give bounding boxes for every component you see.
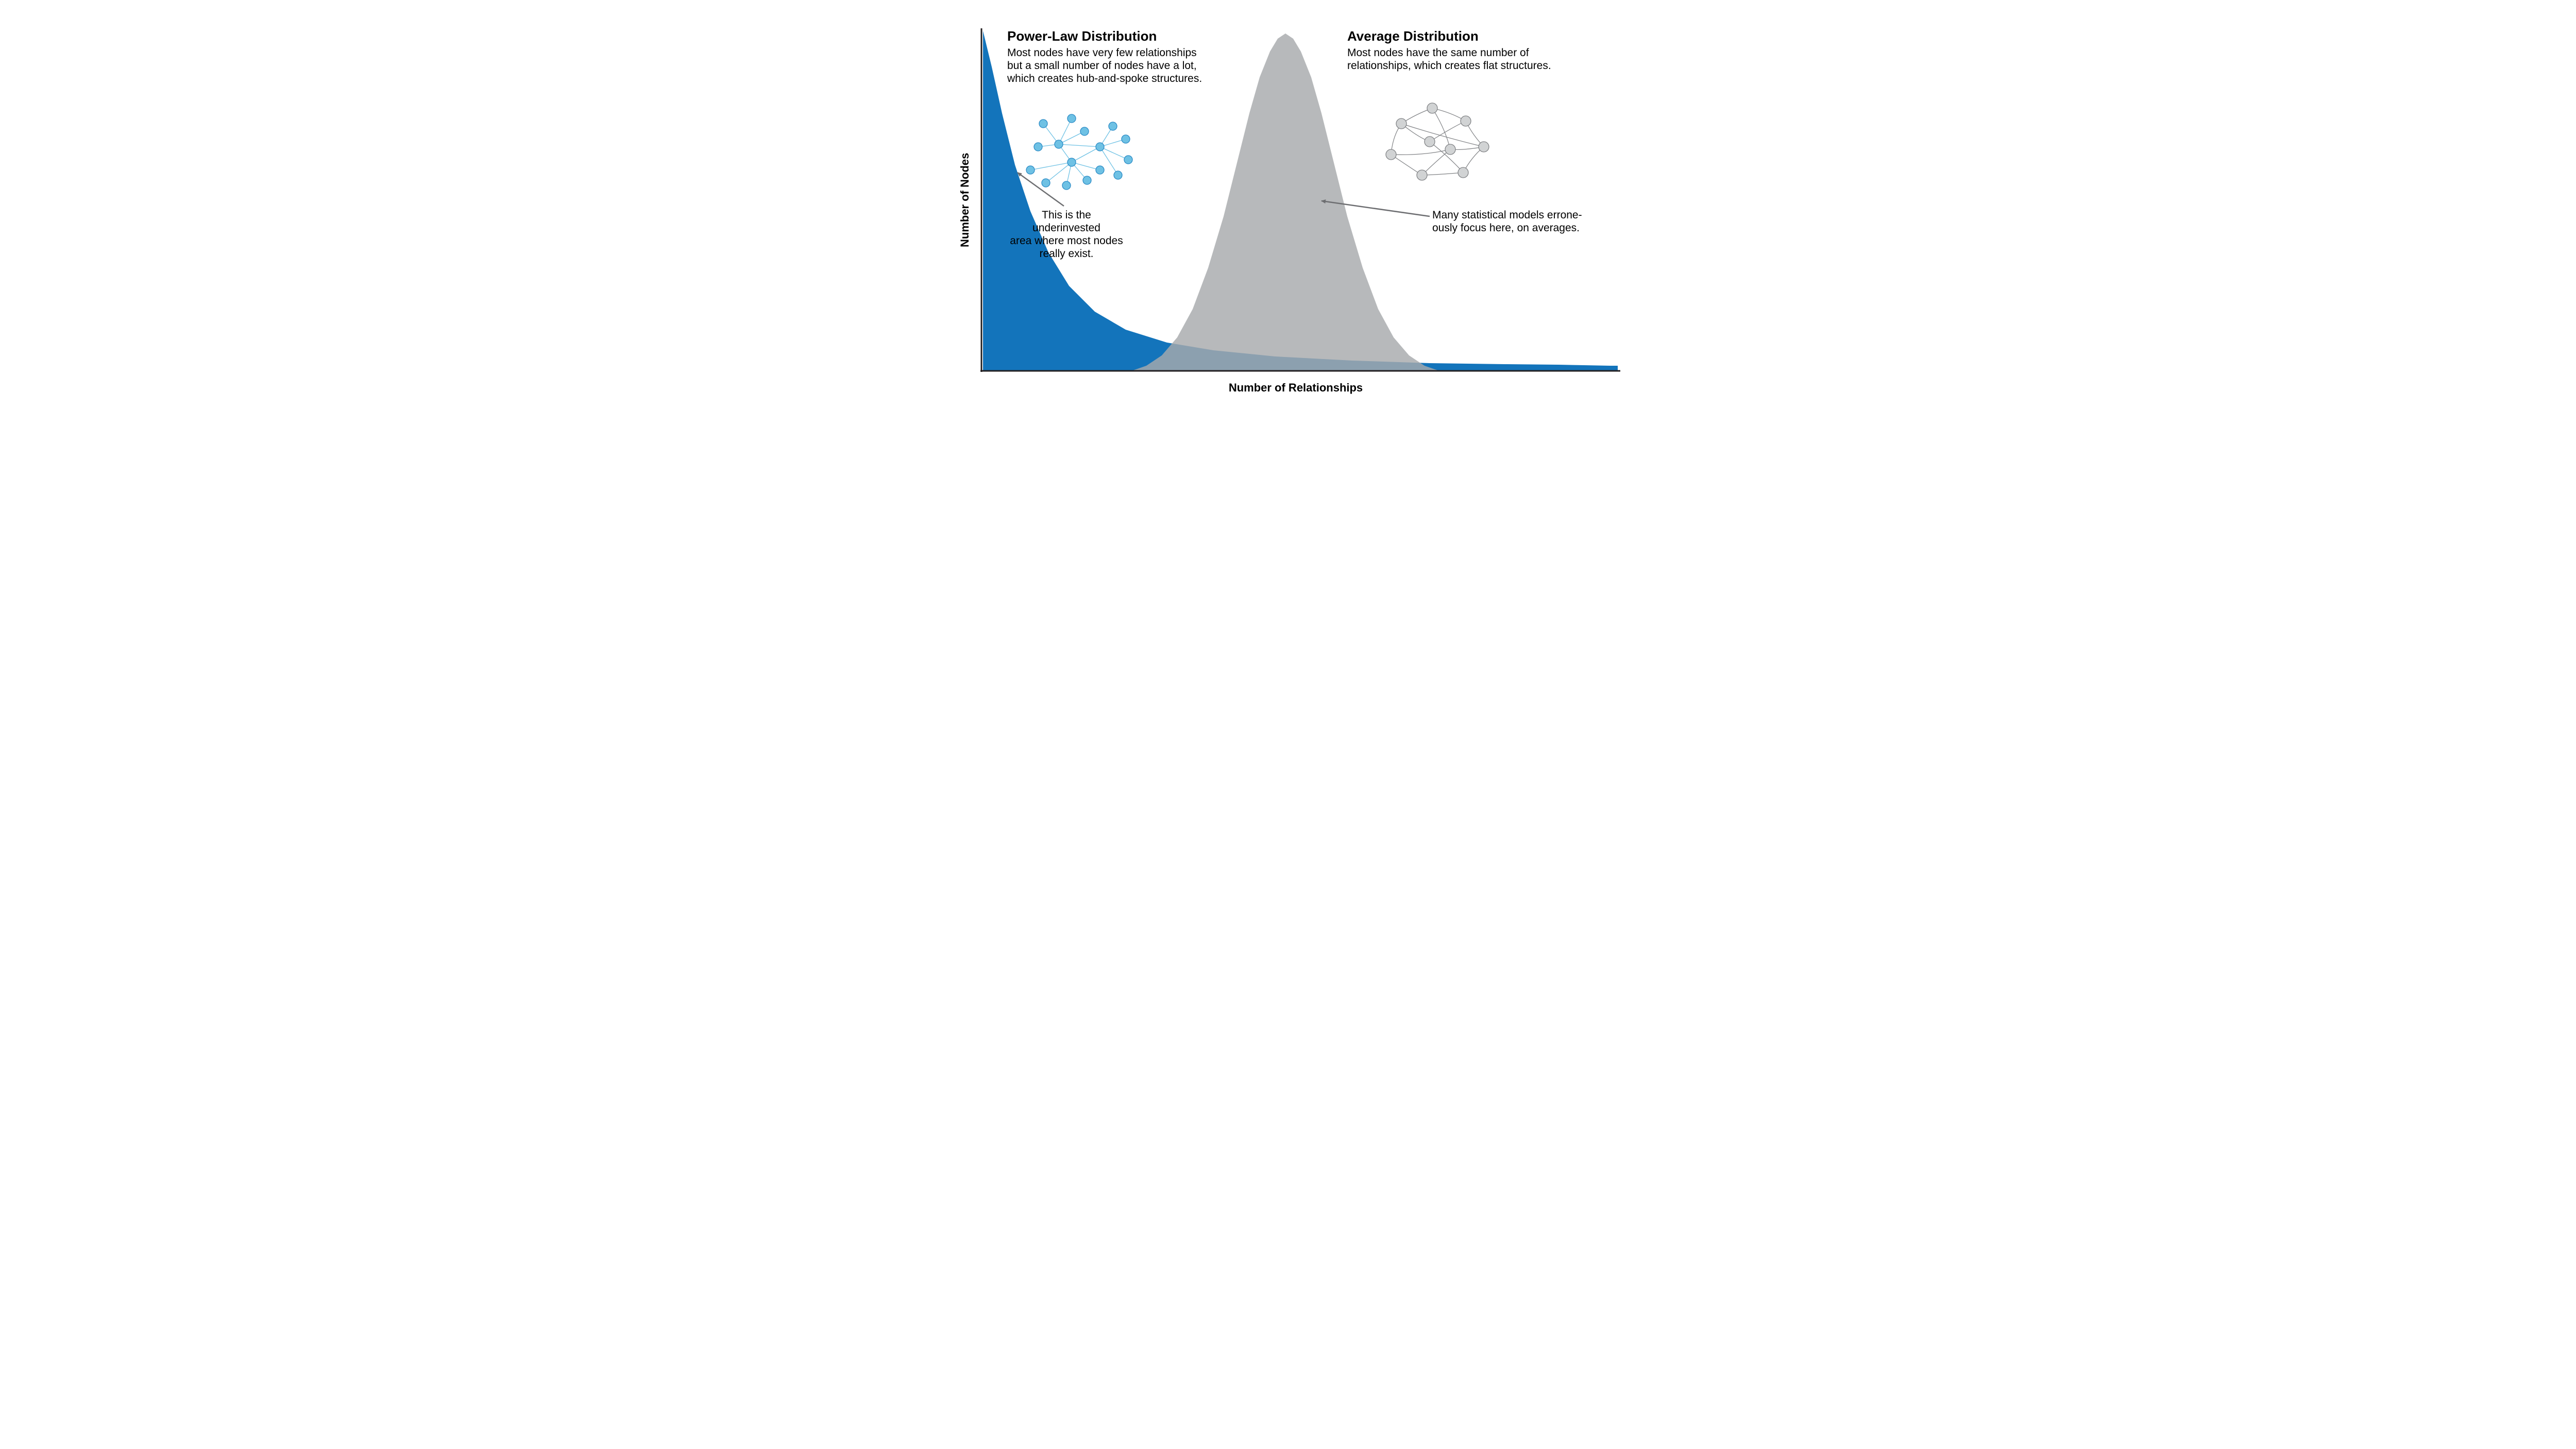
- y-axis-label: Number of Nodes: [958, 153, 972, 247]
- annotation-averages: Many statistical models errone-ously foc…: [1432, 209, 1587, 234]
- hub-spoke-network-icon: [1026, 114, 1132, 190]
- chart-stage: Number of Nodes Number of Relationships …: [914, 0, 1662, 422]
- annotation-underinvested: This is the underinvestedarea where most…: [1007, 209, 1126, 260]
- flat-network-icon: [1386, 103, 1489, 180]
- average-desc: Most nodes have the same number of relat…: [1347, 46, 1569, 72]
- x-axis-label: Number of Relationships: [1193, 381, 1399, 395]
- power-law-desc: Most nodes have very few relationships b…: [1007, 46, 1213, 85]
- average-block: Average Distribution Most nodes have the…: [1347, 28, 1569, 72]
- average-title: Average Distribution: [1347, 28, 1569, 44]
- power-law-title: Power-Law Distribution: [1007, 28, 1213, 44]
- power-law-block: Power-Law Distribution Most nodes have v…: [1007, 28, 1213, 85]
